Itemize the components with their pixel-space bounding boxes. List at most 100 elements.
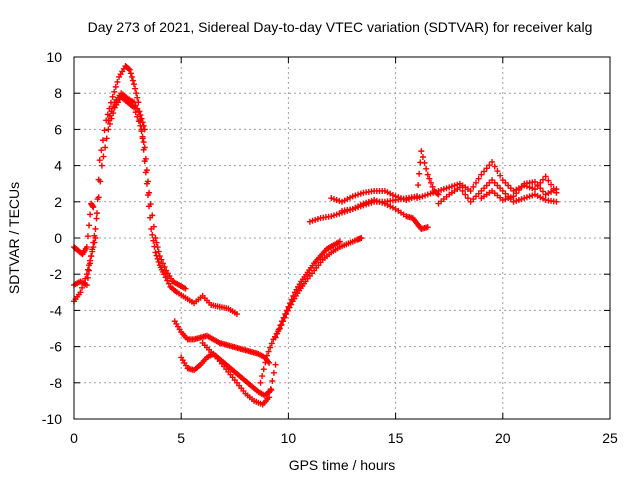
axis-ticks: 0 5 10 15 20 25 -10 -8 -6 -4 -2 0 2 4 6 8 10 <box>42 49 618 446</box>
data-point <box>282 311 289 318</box>
y-tick-label: 0 <box>54 230 62 246</box>
data-point <box>280 314 287 321</box>
data-point <box>90 204 97 211</box>
data-point <box>290 292 297 299</box>
data-point <box>155 248 162 255</box>
x-tick-label: 25 <box>602 430 618 446</box>
data-point <box>83 271 90 278</box>
data-point <box>141 126 148 133</box>
data-point <box>467 187 474 194</box>
data-point <box>489 158 496 165</box>
data-point <box>150 223 157 230</box>
data-point <box>419 154 426 161</box>
data-point <box>77 289 84 296</box>
data-point <box>147 201 154 208</box>
data-point <box>259 373 266 380</box>
data-point <box>96 157 103 164</box>
data-point <box>518 183 525 190</box>
data-point <box>421 159 428 166</box>
data-point <box>86 222 93 229</box>
series-track-k <box>328 148 442 205</box>
data-point <box>269 377 276 384</box>
data-point <box>475 175 482 182</box>
series-track-i <box>272 238 343 341</box>
data-point <box>110 103 117 110</box>
data-point <box>86 262 93 269</box>
data-point <box>510 193 517 200</box>
data-point <box>277 322 284 329</box>
data-point <box>146 189 153 196</box>
data-point <box>87 211 94 218</box>
series-track-g <box>199 339 279 408</box>
data-point <box>274 330 281 337</box>
data-point <box>159 260 166 267</box>
x-tick-label: 0 <box>70 430 78 446</box>
y-tick-label: 4 <box>54 158 62 174</box>
data-point <box>100 153 107 160</box>
data-point <box>94 210 101 217</box>
data-point <box>90 239 97 246</box>
data-point <box>462 191 469 198</box>
data-point <box>149 212 156 219</box>
data-point <box>537 185 544 192</box>
data-point <box>531 178 538 185</box>
series-track-e <box>171 318 273 366</box>
data-point <box>418 148 425 155</box>
data-point <box>106 120 113 127</box>
data-point <box>112 83 119 90</box>
data-point <box>92 225 99 232</box>
data-point <box>358 235 365 241</box>
data-point <box>84 266 91 273</box>
data-point <box>154 244 161 251</box>
data-point <box>483 165 490 172</box>
data-point <box>135 108 142 115</box>
data-point <box>162 274 169 281</box>
data-point <box>336 238 343 245</box>
data-point <box>270 369 277 376</box>
data-point <box>108 108 115 115</box>
data-point <box>83 282 90 289</box>
data-point <box>161 263 168 270</box>
data-point <box>260 366 267 373</box>
x-tick-label: 15 <box>388 430 404 446</box>
y-tick-label: -10 <box>42 411 62 427</box>
y-tick-label: 6 <box>54 121 62 137</box>
x-tick-label: 20 <box>495 430 511 446</box>
data-point <box>265 348 272 355</box>
y-tick-label: 2 <box>54 194 62 210</box>
data-point <box>542 173 549 180</box>
data-point <box>156 253 163 260</box>
data-point <box>287 300 294 307</box>
data-point <box>459 187 466 194</box>
data-point <box>134 113 141 120</box>
series-track-o <box>478 178 560 203</box>
data-point <box>134 105 141 112</box>
data-point <box>513 190 520 197</box>
data-point <box>137 111 144 118</box>
data-point <box>268 340 275 347</box>
data-point <box>131 99 138 106</box>
data-point <box>429 183 436 190</box>
data-point <box>272 334 279 341</box>
data-point <box>126 66 133 73</box>
data-point <box>84 233 91 240</box>
data-point <box>548 181 555 188</box>
x-axis-label: GPS time / hours <box>289 457 396 473</box>
data-point <box>473 179 479 186</box>
data-point <box>531 186 538 193</box>
data-point <box>478 171 485 178</box>
data-point <box>127 70 134 77</box>
data-point <box>141 144 148 151</box>
data-point <box>464 195 471 202</box>
series-track-d <box>71 200 97 258</box>
data-point <box>105 117 112 124</box>
data-point <box>152 249 159 256</box>
data-point <box>114 78 121 85</box>
y-tick-label: -4 <box>50 302 63 318</box>
data-point <box>424 224 431 231</box>
data-point <box>102 144 109 151</box>
grid-lines <box>74 57 610 419</box>
x-tick-label: 10 <box>281 430 297 446</box>
data-point <box>128 73 135 80</box>
